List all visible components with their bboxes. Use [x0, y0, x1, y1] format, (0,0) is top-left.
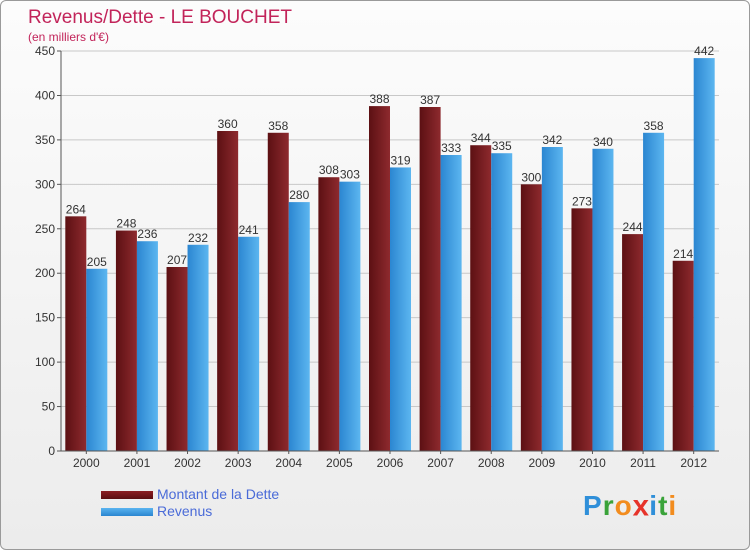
bar-revenus: [187, 244, 209, 451]
data-label-revenus: 241: [239, 223, 259, 237]
data-label-revenus: 303: [340, 168, 360, 182]
logo-letter: i: [668, 490, 678, 521]
bar-revenus: [491, 153, 513, 451]
y-tick-label: 50: [42, 400, 56, 414]
bar-revenus: [592, 148, 614, 451]
logo-letter: i: [649, 490, 659, 521]
data-label-dette: 344: [471, 131, 491, 145]
x-tick-label: 2012: [680, 456, 707, 470]
x-tick-label: 2005: [326, 456, 353, 470]
data-label-revenus: 236: [137, 227, 157, 241]
data-label-dette: 308: [319, 163, 339, 177]
logo-letter: P: [583, 490, 603, 521]
bar-dette: [571, 208, 593, 451]
x-tick-label: 2007: [427, 456, 454, 470]
x-tick-label: 2006: [377, 456, 404, 470]
bar-dette: [166, 267, 188, 451]
x-tick-label: 2002: [174, 456, 201, 470]
logo-letter: o: [614, 490, 633, 521]
data-label-revenus: 333: [441, 141, 461, 155]
data-label-revenus: 335: [492, 139, 512, 153]
bar-dette: [672, 260, 694, 451]
bar-revenus: [440, 155, 462, 451]
data-label-dette: 244: [623, 220, 643, 234]
x-tick-label: 2009: [528, 456, 555, 470]
data-label-dette: 388: [369, 92, 389, 106]
x-tick-label: 2011: [630, 456, 656, 470]
bar-dette: [622, 234, 644, 451]
data-label-dette: 248: [116, 217, 136, 231]
bar-dette: [419, 107, 441, 451]
legend-label-dette: Montant de la Dette: [157, 486, 280, 502]
bar-revenus: [390, 167, 411, 451]
bar-revenus: [86, 268, 108, 451]
data-label-dette: 300: [521, 170, 541, 184]
logo-letter: t: [658, 490, 669, 521]
x-tick-label: 2003: [225, 456, 252, 470]
proxiti-logo: Proxiti: [583, 489, 678, 522]
chart-subtitle: (en milliers d'€): [28, 30, 109, 44]
bar-dette: [520, 184, 542, 452]
y-tick-label: 150: [35, 311, 55, 325]
x-tick-label: 2008: [478, 456, 505, 470]
bar-dette: [470, 145, 492, 451]
data-label-dette: 358: [268, 119, 288, 133]
y-tick-label: 450: [35, 44, 55, 58]
bar-revenus: [693, 58, 715, 451]
y-tick-label: 400: [35, 88, 55, 102]
bar-revenus: [136, 241, 158, 451]
data-label-dette: 214: [673, 247, 693, 261]
legend-swatch-dette: [101, 491, 153, 499]
x-tick-label: 2004: [275, 456, 302, 470]
data-label-revenus: 205: [87, 255, 107, 269]
y-tick-label: 200: [35, 266, 55, 280]
legend-label-revenus: Revenus: [157, 503, 213, 519]
data-label-revenus: 280: [289, 188, 309, 202]
y-tick-label: 350: [35, 133, 55, 147]
bar-dette: [267, 132, 289, 451]
x-tick-label: 2010: [579, 456, 606, 470]
y-tick-label: 100: [35, 355, 55, 369]
chart-title: Revenus/Dette - LE BOUCHET: [28, 7, 292, 28]
bar-revenus: [339, 181, 361, 451]
data-label-revenus: 232: [188, 231, 208, 245]
bar-revenus: [541, 147, 563, 451]
y-tick-label: 0: [48, 444, 55, 458]
bar-dette: [318, 177, 340, 451]
data-label-dette: 273: [572, 194, 592, 208]
bar-dette: [369, 106, 390, 451]
bar-revenus: [643, 132, 665, 451]
x-tick-label: 2001: [124, 456, 151, 470]
data-label-dette: 207: [167, 253, 187, 267]
bar-dette: [115, 230, 137, 451]
bar-revenus: [238, 236, 260, 451]
data-label-revenus: 342: [542, 133, 562, 147]
bar-dette: [217, 131, 239, 451]
x-tick-label: 2000: [73, 456, 100, 470]
data-label-revenus: 442: [694, 44, 714, 58]
y-tick-label: 300: [35, 177, 55, 191]
data-label-dette: 360: [218, 117, 238, 131]
bar-revenus: [288, 202, 310, 451]
data-label-revenus: 340: [593, 135, 613, 149]
logo-letter: r: [602, 490, 615, 521]
logo-letter: x: [632, 489, 650, 522]
data-label-dette: 264: [66, 202, 86, 216]
data-label-dette: 387: [420, 93, 440, 107]
bar-dette: [65, 216, 87, 451]
y-tick-label: 250: [35, 222, 55, 236]
data-label-revenus: 358: [644, 119, 664, 133]
legend-swatch-revenus: [101, 508, 153, 516]
data-label-revenus: 319: [390, 153, 410, 167]
